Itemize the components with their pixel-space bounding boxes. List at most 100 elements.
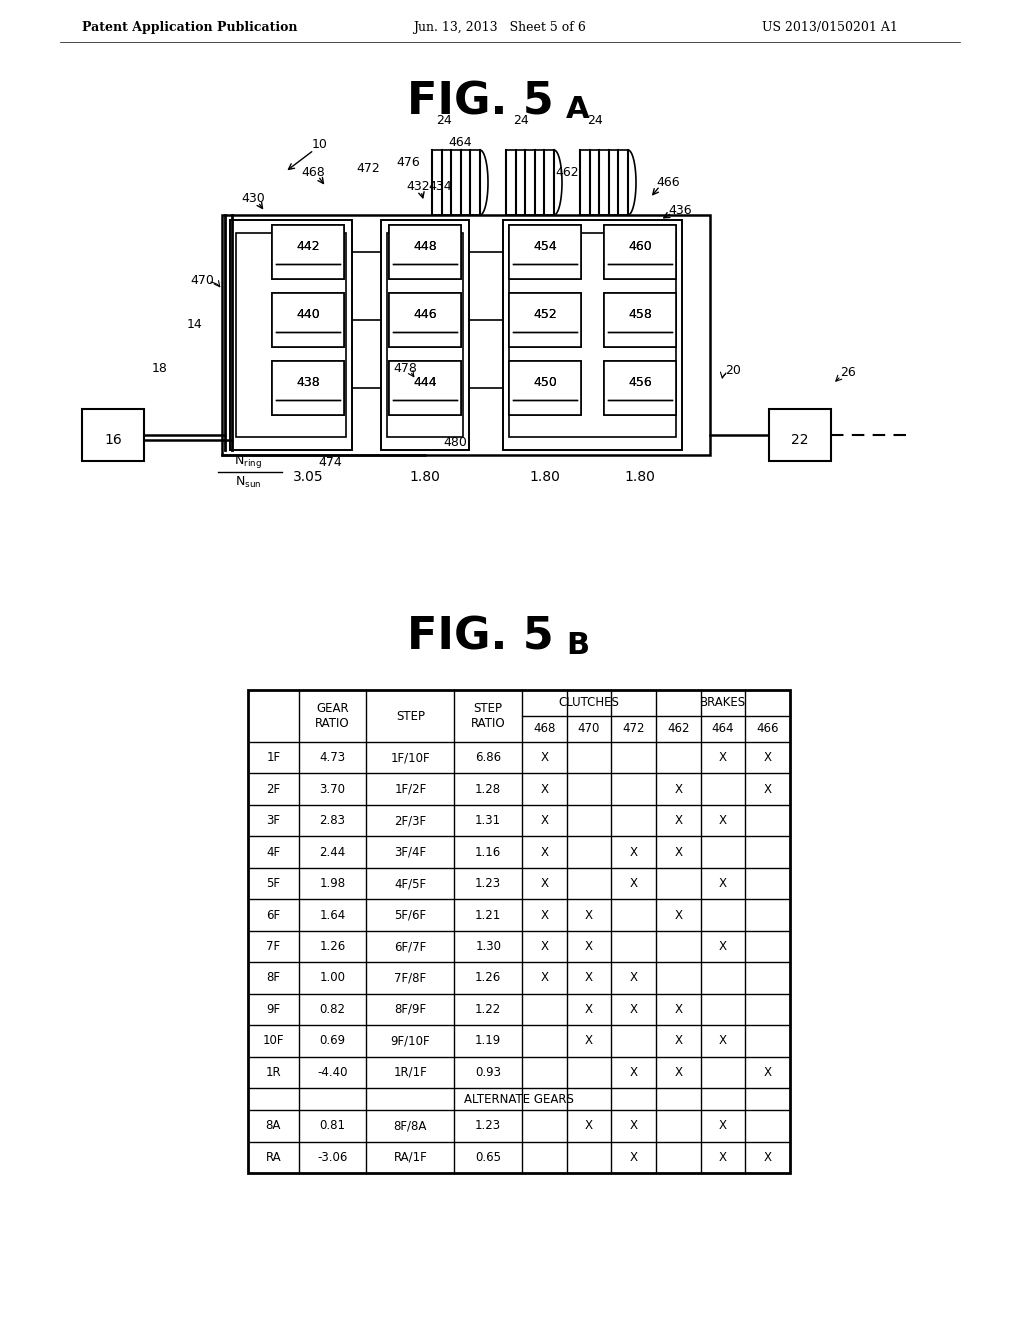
Text: 7F: 7F <box>266 940 281 953</box>
Bar <box>509 360 581 414</box>
Text: 1.30: 1.30 <box>475 940 501 953</box>
Text: X: X <box>719 1035 727 1047</box>
Text: 462: 462 <box>555 165 579 178</box>
Bar <box>509 234 676 437</box>
Text: 8F: 8F <box>266 972 281 985</box>
Text: A: A <box>566 95 590 124</box>
Text: 1.26: 1.26 <box>319 940 346 953</box>
Text: 1.64: 1.64 <box>319 908 346 921</box>
Text: 14: 14 <box>187 318 203 331</box>
Text: 452: 452 <box>534 308 557 321</box>
Text: X: X <box>675 1035 682 1047</box>
Text: X: X <box>585 1035 593 1047</box>
Text: X: X <box>541 908 548 921</box>
Text: 466: 466 <box>656 176 680 189</box>
Text: 8F/9F: 8F/9F <box>394 1003 426 1016</box>
Text: 454: 454 <box>534 240 557 253</box>
Bar <box>769 409 831 461</box>
Text: RA: RA <box>265 1151 282 1164</box>
Text: 436: 436 <box>669 203 692 216</box>
Text: 2F: 2F <box>266 783 281 796</box>
Text: 446: 446 <box>414 308 437 321</box>
Bar <box>503 220 682 450</box>
Text: 26: 26 <box>840 366 856 379</box>
Text: 450: 450 <box>534 376 557 389</box>
Text: 1.22: 1.22 <box>475 1003 502 1016</box>
Text: X: X <box>541 846 548 858</box>
Text: 444: 444 <box>414 376 437 389</box>
Text: 468: 468 <box>301 165 325 178</box>
Text: 430: 430 <box>241 191 265 205</box>
Text: $\mathregular{N_{ring}}$: $\mathregular{N_{ring}}$ <box>234 454 262 470</box>
Text: 24: 24 <box>587 114 603 127</box>
Text: 470: 470 <box>190 273 214 286</box>
Text: 0.82: 0.82 <box>319 1003 345 1016</box>
Bar <box>272 224 344 279</box>
Text: 1F/10F: 1F/10F <box>390 751 430 764</box>
Text: 16: 16 <box>104 433 122 447</box>
Text: 9F/10F: 9F/10F <box>390 1035 430 1047</box>
Text: 4F/5F: 4F/5F <box>394 876 426 890</box>
Text: 450: 450 <box>534 376 557 389</box>
Text: 442: 442 <box>296 240 319 253</box>
Text: 9F: 9F <box>266 1003 281 1016</box>
Text: 464: 464 <box>449 136 472 149</box>
Text: 24: 24 <box>513 114 528 127</box>
Text: $\mathregular{N_{sun}}$: $\mathregular{N_{sun}}$ <box>234 474 261 490</box>
Bar <box>82 409 144 461</box>
Bar <box>236 234 346 437</box>
Bar <box>272 360 344 414</box>
Text: 4.73: 4.73 <box>319 751 345 764</box>
Text: X: X <box>541 940 548 953</box>
Text: 460: 460 <box>628 240 652 253</box>
Text: 2.83: 2.83 <box>319 814 345 828</box>
Text: 1.98: 1.98 <box>319 876 345 890</box>
Text: 24: 24 <box>436 114 452 127</box>
Text: X: X <box>630 972 638 985</box>
Text: FIG. 5: FIG. 5 <box>407 81 553 124</box>
Text: 3F: 3F <box>266 814 281 828</box>
Text: X: X <box>630 1119 638 1133</box>
Bar <box>272 224 344 279</box>
Bar <box>389 224 461 279</box>
Text: -4.40: -4.40 <box>317 1065 348 1078</box>
Text: 470: 470 <box>578 722 600 735</box>
Text: 456: 456 <box>628 376 652 389</box>
Text: 448: 448 <box>413 240 437 253</box>
Text: 1.80: 1.80 <box>529 470 560 484</box>
Text: 3.70: 3.70 <box>319 783 345 796</box>
Text: 4F: 4F <box>266 846 281 858</box>
Text: 480: 480 <box>443 436 467 449</box>
Text: 1F: 1F <box>266 751 281 764</box>
Text: X: X <box>541 972 548 985</box>
Text: 20: 20 <box>725 363 741 376</box>
Text: 10F: 10F <box>262 1035 284 1047</box>
Text: 1.80: 1.80 <box>625 470 655 484</box>
Text: ALTERNATE GEARS: ALTERNATE GEARS <box>464 1093 573 1106</box>
Text: CLUTCHES: CLUTCHES <box>558 697 620 710</box>
Text: 464: 464 <box>712 722 734 735</box>
Bar <box>509 224 581 279</box>
Text: X: X <box>585 972 593 985</box>
Text: 478: 478 <box>393 362 417 375</box>
Text: 0.93: 0.93 <box>475 1065 501 1078</box>
Text: 452: 452 <box>534 308 557 321</box>
Text: 468: 468 <box>534 722 556 735</box>
Bar <box>509 360 581 414</box>
Text: X: X <box>719 751 727 764</box>
Text: 1.80: 1.80 <box>410 470 440 484</box>
Bar <box>604 293 676 347</box>
Text: 440: 440 <box>296 308 319 321</box>
Text: 458: 458 <box>628 308 652 321</box>
Text: X: X <box>541 783 548 796</box>
Text: US 2013/0150201 A1: US 2013/0150201 A1 <box>762 21 898 33</box>
Bar <box>272 360 344 414</box>
Bar <box>222 215 710 455</box>
Text: Jun. 13, 2013   Sheet 5 of 6: Jun. 13, 2013 Sheet 5 of 6 <box>414 21 587 33</box>
Bar <box>272 293 344 347</box>
Text: X: X <box>675 783 682 796</box>
Text: 446: 446 <box>414 308 437 321</box>
Text: 466: 466 <box>757 722 779 735</box>
Text: 0.81: 0.81 <box>319 1119 345 1133</box>
Text: 8F/8A: 8F/8A <box>393 1119 427 1133</box>
